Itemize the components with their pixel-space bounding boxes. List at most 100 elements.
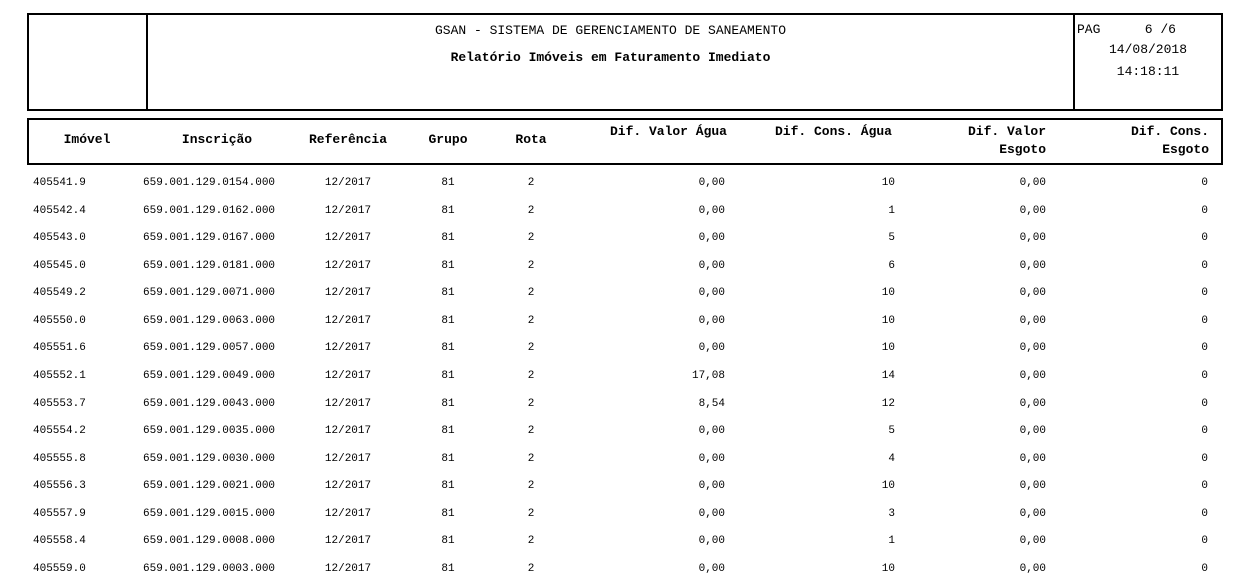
table-cell: 0,00 (1019, 204, 1046, 217)
table-cell: 81 (441, 480, 455, 493)
table-cell: 2 (527, 507, 535, 520)
table-cell: 659.001.129.0015.000 (143, 507, 276, 520)
table-cell: 405556.3 (33, 480, 86, 493)
table-cell: 0 (1201, 535, 1208, 548)
column-header: Esgoto (999, 142, 1046, 157)
table-cell: 659.001.129.0030.000 (143, 452, 276, 465)
table-cell: 10 (881, 314, 895, 327)
table-cell: 405541.9 (33, 177, 86, 189)
table-cell: 12/2017 (324, 480, 372, 493)
table-cell: 12/2017 (324, 204, 372, 217)
page-label: PAG (1077, 22, 1101, 37)
table-cell: 10 (881, 342, 895, 355)
table-cell: 0 (1201, 425, 1208, 438)
table-cell: 405552.1 (33, 369, 86, 382)
table-cell: 0,00 (698, 535, 725, 548)
table-cell: 12/2017 (324, 452, 372, 465)
table-cell: 659.001.129.0043.000 (143, 397, 276, 410)
table-cell: 405543.0 (33, 232, 86, 245)
table-cell: 659.001.129.0049.000 (143, 369, 276, 382)
report-time: 14:18:11 (1116, 64, 1180, 79)
table-cell: 10 (881, 287, 895, 300)
table-cell: 0,00 (1019, 562, 1046, 575)
table-cell: 81 (441, 342, 455, 355)
table-cell: 2 (527, 259, 535, 272)
table-cell: 0 (1201, 507, 1208, 520)
system-name: GSAN - SISTEMA DE GERENCIAMENTO DE SANEA… (434, 23, 787, 38)
table-cell: 0,00 (698, 507, 725, 520)
table-cell: 81 (441, 397, 455, 410)
table-cell: 0,00 (1019, 314, 1046, 327)
table-cell: 12/2017 (324, 259, 372, 272)
table-cell: 405551.6 (33, 342, 86, 355)
header-divider (1073, 14, 1075, 110)
table-cell: 0,00 (1019, 535, 1046, 548)
table-cell: 81 (441, 507, 455, 520)
table-cell: 405555.8 (33, 452, 86, 465)
column-header: Dif. Cons. Água (774, 124, 892, 139)
table-cell: 81 (441, 177, 455, 189)
table-cell: 0,00 (1019, 425, 1046, 438)
table-cell: 0,00 (698, 480, 725, 493)
table-cell: 405553.7 (33, 397, 86, 410)
table-cell: 659.001.129.0167.000 (143, 232, 276, 245)
table-cell: 0,00 (1019, 259, 1046, 272)
table-cell: 2 (527, 342, 535, 355)
table-cell: 2 (527, 562, 535, 575)
table-cell: 5 (888, 232, 895, 245)
table-cell: 81 (441, 562, 455, 575)
table-cell: 405549.2 (33, 287, 86, 300)
table-cell: 2 (527, 535, 535, 548)
table-cell: 12/2017 (324, 535, 372, 548)
table-cell: 0,00 (1019, 177, 1046, 189)
table-cell: 10 (881, 177, 895, 189)
table-cell: 0,00 (1019, 397, 1046, 410)
table-cell: 2 (527, 452, 535, 465)
table-cell: 12/2017 (324, 314, 372, 327)
table-cell: 405558.4 (33, 535, 86, 548)
table-cell: 5 (888, 425, 895, 438)
table-cell: 0 (1201, 314, 1208, 327)
table-cell: 659.001.129.0035.000 (143, 425, 276, 438)
column-header-box (27, 118, 1223, 165)
table-cell: 659.001.129.0154.000 (143, 177, 276, 189)
table-cell: 1 (888, 204, 895, 217)
table-cell: 2 (527, 480, 535, 493)
table-cell: 0,00 (698, 425, 725, 438)
table-cell: 0,00 (1019, 287, 1046, 300)
table-cell: 0 (1201, 480, 1208, 493)
table-cell: 0,00 (698, 562, 725, 575)
table-cell: 6 (888, 259, 895, 272)
table-cell: 81 (441, 204, 455, 217)
table-cell: 2 (527, 177, 535, 189)
table-cell: 12/2017 (324, 232, 372, 245)
table-cell: 0,00 (698, 259, 725, 272)
table-cell: 405557.9 (33, 507, 86, 520)
table-cell: 0,00 (698, 177, 725, 189)
page-number: 6 /6 (1144, 22, 1176, 37)
column-header: Rota (515, 132, 547, 147)
table-cell: 8,54 (698, 397, 725, 410)
table-cell: 405545.0 (33, 259, 86, 272)
table-cell: 0 (1201, 259, 1208, 272)
table-cell: 12/2017 (324, 287, 372, 300)
table-cell: 0 (1201, 177, 1208, 189)
table-cell: 0,00 (1019, 452, 1046, 465)
table-cell: 2 (527, 369, 535, 382)
table-cell: 0,00 (698, 342, 725, 355)
column-header: Imóvel (63, 132, 111, 147)
table-cell: 405554.2 (33, 425, 86, 438)
table-cell: 0,00 (698, 452, 725, 465)
table-cell: 0 (1201, 204, 1208, 217)
table-cell: 12/2017 (324, 425, 372, 438)
column-header: Grupo (428, 132, 468, 147)
table-cell: 0,00 (1019, 342, 1046, 355)
column-header: Inscrição (181, 132, 253, 147)
table-cell: 81 (441, 425, 455, 438)
table-cell: 0 (1201, 342, 1208, 355)
column-header: Referência (308, 132, 387, 147)
table-cell: 0,00 (698, 287, 725, 300)
table-cell: 12/2017 (324, 397, 372, 410)
table-cell: 0,00 (1019, 507, 1046, 520)
